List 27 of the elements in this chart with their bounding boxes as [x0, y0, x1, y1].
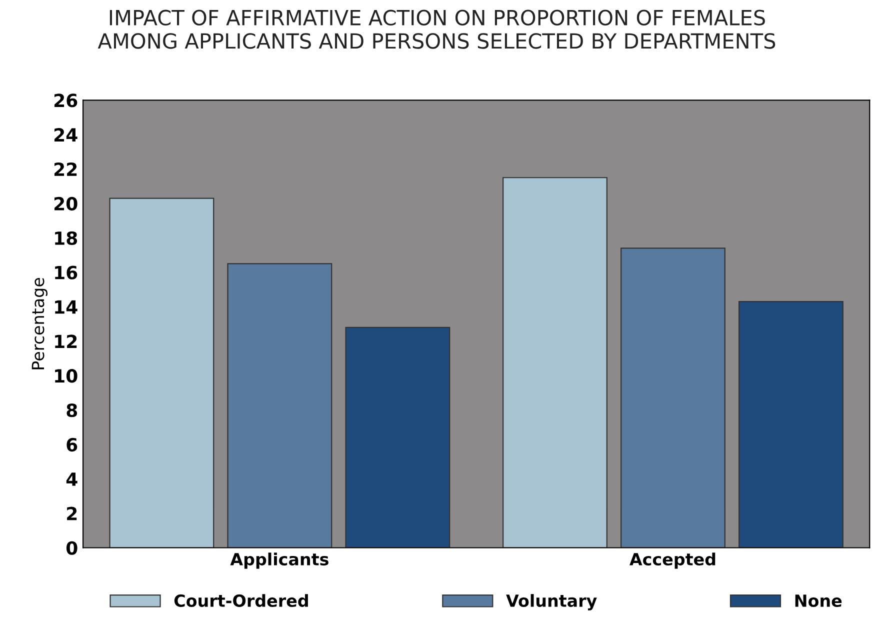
y-tick-label: 14	[55, 300, 78, 314]
y-tick-label: 8	[66, 403, 78, 418]
x-tick-label: Accepted	[630, 552, 716, 569]
legend-label: Voluntary	[506, 594, 597, 610]
bar	[620, 248, 726, 548]
y-tick-label: 0	[66, 541, 78, 555]
bar	[738, 301, 844, 548]
chart-title: IMPACT OF AFFIRMATIVE ACTION ON PROPORTION OF FEMALES AMONG APPLICANTS AND PERSONS SELECTED BY DEPARTMENTS	[98, 10, 776, 49]
bar	[345, 326, 450, 548]
y-tick-label: 12	[55, 334, 77, 348]
bar	[227, 263, 332, 548]
y-tick-label: 16	[55, 266, 78, 280]
y-tick-label: 4	[66, 472, 78, 486]
y-tick-label: 26	[54, 94, 78, 108]
y-tick-label: 24	[54, 128, 78, 142]
legend-label: Court-Ordered	[174, 594, 308, 607]
legend-label: None	[795, 594, 842, 607]
y-tick-label: 18	[55, 231, 78, 245]
y-tick-label: 2	[67, 506, 77, 520]
y-tick-label: 6	[66, 438, 78, 452]
y-axis-title: Percentage	[32, 278, 48, 370]
y-tick-label: 20	[54, 196, 78, 211]
y-tick-label: 22	[54, 162, 77, 176]
bar	[502, 177, 608, 548]
bar	[109, 198, 214, 548]
x-tick-label: Applicants	[230, 552, 328, 569]
y-tick-label: 10	[55, 369, 78, 383]
